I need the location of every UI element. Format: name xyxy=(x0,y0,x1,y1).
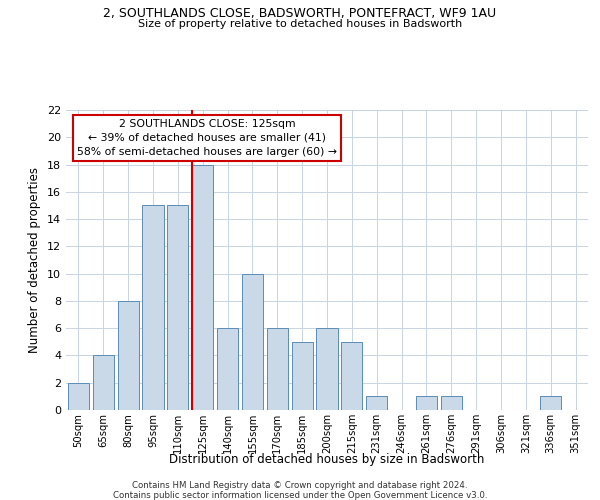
Bar xyxy=(93,356,114,410)
Bar xyxy=(192,164,213,410)
Text: Distribution of detached houses by size in Badsworth: Distribution of detached houses by size … xyxy=(169,452,485,466)
Bar xyxy=(366,396,387,410)
Bar xyxy=(441,396,462,410)
Bar xyxy=(540,396,561,410)
Y-axis label: Number of detached properties: Number of detached properties xyxy=(28,167,41,353)
Text: 2, SOUTHLANDS CLOSE, BADSWORTH, PONTEFRACT, WF9 1AU: 2, SOUTHLANDS CLOSE, BADSWORTH, PONTEFRA… xyxy=(103,8,497,20)
Bar xyxy=(217,328,238,410)
Text: Size of property relative to detached houses in Badsworth: Size of property relative to detached ho… xyxy=(138,19,462,29)
Bar xyxy=(267,328,288,410)
Bar xyxy=(316,328,338,410)
Text: Contains public sector information licensed under the Open Government Licence v3: Contains public sector information licen… xyxy=(113,491,487,500)
Bar xyxy=(416,396,437,410)
Bar xyxy=(142,206,164,410)
Bar xyxy=(242,274,263,410)
Text: Contains HM Land Registry data © Crown copyright and database right 2024.: Contains HM Land Registry data © Crown c… xyxy=(132,481,468,490)
Bar xyxy=(341,342,362,410)
Bar xyxy=(68,382,89,410)
Text: 2 SOUTHLANDS CLOSE: 125sqm
← 39% of detached houses are smaller (41)
58% of semi: 2 SOUTHLANDS CLOSE: 125sqm ← 39% of deta… xyxy=(77,119,337,157)
Bar xyxy=(292,342,313,410)
Bar xyxy=(118,301,139,410)
Bar xyxy=(167,206,188,410)
